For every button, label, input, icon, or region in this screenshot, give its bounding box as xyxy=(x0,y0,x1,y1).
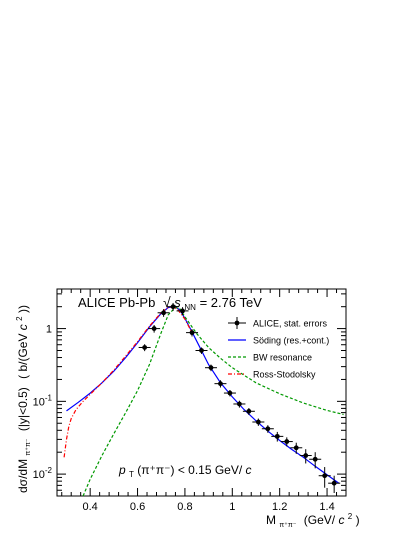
data-point xyxy=(195,347,208,354)
data-marker xyxy=(322,473,328,479)
curve-ross-stodolsky xyxy=(63,306,193,458)
x-label-unit-c: c xyxy=(338,513,344,527)
legend-label: BW resonance xyxy=(253,353,312,363)
annotation-rest: (π⁺π⁻) < 0.15 GeV/ xyxy=(137,463,243,477)
data-marker xyxy=(180,308,185,314)
data-marker xyxy=(189,330,195,336)
data-marker xyxy=(293,445,299,451)
curve-s-ding-res-cont xyxy=(66,306,340,484)
y-label-unit-c: c xyxy=(16,324,30,330)
data-marker xyxy=(284,439,290,444)
data-marker xyxy=(161,310,166,316)
data-point xyxy=(271,431,284,442)
legend-entry: BW resonance xyxy=(228,353,312,363)
data-point xyxy=(223,390,236,397)
data-marker xyxy=(199,348,204,353)
data-point xyxy=(328,475,341,493)
annotation-p: p xyxy=(118,463,126,477)
data-point xyxy=(299,449,312,464)
x-tick-label: 0.6 xyxy=(130,501,145,513)
x-axis-label: M π⁺π⁻ (GeV/ c 2 ) xyxy=(266,508,360,530)
data-marker xyxy=(331,480,337,486)
data-point xyxy=(318,467,331,488)
data-marker xyxy=(246,408,252,414)
x-tick-label: 1 xyxy=(229,501,235,513)
data-marker xyxy=(170,304,176,310)
data-point xyxy=(204,364,217,372)
data-point xyxy=(138,344,151,352)
data-marker xyxy=(312,456,318,462)
plot-frame xyxy=(56,288,347,497)
y-label-unit-sup: 2 xyxy=(15,316,24,321)
legend-label: ALICE, stat. errors xyxy=(253,319,328,329)
data-marker xyxy=(274,433,280,439)
data-point xyxy=(148,325,161,333)
x-label-unit-open: (GeV/ xyxy=(304,513,336,527)
data-marker xyxy=(237,401,242,407)
legend-entry: Söding (res.+cont.) xyxy=(228,336,329,346)
chart-header: ALICE Pb-Pb √ s NN = 2.76 TeV xyxy=(78,294,262,313)
x-tick-label: 0.8 xyxy=(177,501,192,513)
data-marker xyxy=(142,345,148,350)
data-point xyxy=(252,418,265,426)
header-energy-sub: NN xyxy=(184,303,196,312)
x-tick-label: 1.2 xyxy=(272,501,287,513)
legend-label: Söding (res.+cont.) xyxy=(253,336,329,346)
data-point xyxy=(261,425,274,433)
data-point xyxy=(309,452,322,469)
data-point xyxy=(290,442,303,454)
data-marker xyxy=(208,365,214,371)
y-tick-label: 10-2 xyxy=(33,466,53,481)
y-label-main: dσ/dM xyxy=(16,459,30,493)
data-point xyxy=(280,437,293,447)
data-point xyxy=(157,309,170,317)
legend-swatch-marker xyxy=(234,320,240,326)
data-marker xyxy=(227,390,233,396)
x-label-sub: π⁺π⁻ xyxy=(279,522,296,529)
legend-entry: ALICE, stat. errors xyxy=(228,317,328,329)
y-label-sub: π⁺π⁻ xyxy=(25,438,32,455)
data-point xyxy=(167,302,180,311)
data-point xyxy=(242,407,255,415)
y-label-cut: (|y|<0.5) xyxy=(16,387,30,431)
x-label-unit-sup: 2 xyxy=(348,512,353,521)
y-label-unit-close: )) xyxy=(16,305,30,313)
header-energy-value: = 2.76 TeV xyxy=(200,295,263,310)
x-tick-label: 0.4 xyxy=(83,501,98,513)
legend: ALICE, stat. errors Söding (res.+cont.) BW… xyxy=(228,317,329,380)
x-tick-label: 1.4 xyxy=(319,501,334,513)
data-marker xyxy=(303,453,309,458)
pt-cut-annotation: p T (π⁺π⁻) < 0.15 GeV/ c xyxy=(118,463,252,480)
header-experiment: ALICE Pb-Pb xyxy=(78,295,155,310)
annotation-sub: T xyxy=(129,470,134,479)
data-marker xyxy=(151,326,157,331)
y-label-unit-sym: b/(GeV xyxy=(16,330,30,371)
x-label-main: M xyxy=(266,513,276,527)
data-point xyxy=(233,400,246,408)
data-points xyxy=(138,302,341,493)
data-point xyxy=(186,329,199,337)
data-marker xyxy=(265,426,271,432)
sqrt-sign: √ xyxy=(163,294,171,310)
data-marker xyxy=(255,419,261,425)
header-energy-var: s xyxy=(174,295,181,310)
axis-ticks: 0.4 0.6 0.8 1 1.2 1.4 10-2 10-1 1 xyxy=(33,289,347,513)
x-label-unit-close: ) xyxy=(356,513,360,527)
curve-bw-resonance xyxy=(82,306,344,497)
legend-entry: Ross-Stodolsky xyxy=(228,370,316,380)
annotation-c: c xyxy=(246,463,252,477)
legend-label: Ross-Stodolsky xyxy=(253,370,316,380)
y-tick-label: 1 xyxy=(46,324,52,336)
data-point xyxy=(214,380,227,388)
data-point xyxy=(176,307,189,316)
y-axis-label: dσ/dM π⁺π⁻ (|y|<0.5) ( b/(GeV c 2 )) xyxy=(11,305,33,493)
y-tick-label: 10-1 xyxy=(33,393,53,408)
data-marker xyxy=(218,381,223,387)
y-label-unit-open: ( xyxy=(16,375,30,379)
